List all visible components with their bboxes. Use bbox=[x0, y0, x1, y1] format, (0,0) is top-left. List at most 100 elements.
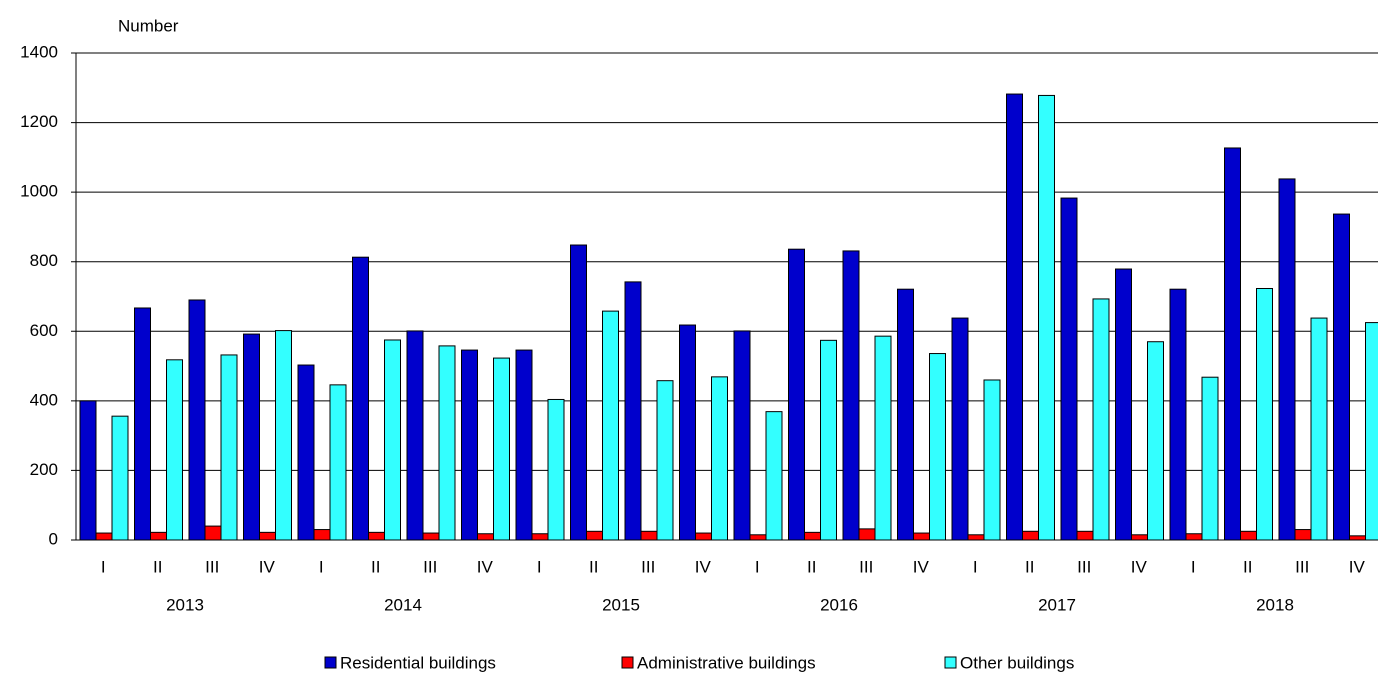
bar bbox=[1310, 317, 1328, 541]
y-tick-label: 1000 bbox=[20, 182, 58, 201]
x-tick-label: IV bbox=[259, 557, 276, 576]
x-tick-label: III bbox=[1295, 557, 1309, 576]
bar bbox=[150, 531, 167, 541]
bar bbox=[711, 376, 728, 541]
bar bbox=[1278, 178, 1296, 541]
bar bbox=[1060, 197, 1078, 541]
bar bbox=[1294, 529, 1312, 541]
x-tick-label: I bbox=[1191, 557, 1196, 576]
x-tick-label: I bbox=[755, 557, 760, 576]
x-tick-label: II bbox=[807, 557, 816, 576]
bar bbox=[1092, 298, 1110, 541]
bar bbox=[679, 324, 696, 541]
legend-swatch bbox=[944, 656, 957, 669]
x-tick-label: IV bbox=[1131, 557, 1148, 576]
bar bbox=[842, 250, 860, 541]
bar bbox=[188, 299, 206, 541]
bar bbox=[929, 353, 946, 541]
bar bbox=[79, 400, 97, 541]
legend-label: Residential buildings bbox=[340, 653, 496, 672]
bar bbox=[1349, 535, 1366, 541]
year-label: 2014 bbox=[384, 595, 422, 614]
bar bbox=[352, 256, 369, 541]
x-tick-label: I bbox=[973, 557, 978, 576]
bar bbox=[570, 244, 587, 541]
bar bbox=[1147, 341, 1164, 541]
x-tick-label: IV bbox=[913, 557, 930, 576]
bar bbox=[243, 333, 260, 541]
bar bbox=[602, 310, 619, 541]
bar bbox=[1038, 94, 1055, 541]
bar bbox=[1365, 322, 1378, 541]
y-tick-label: 0 bbox=[49, 529, 58, 548]
bar bbox=[1224, 147, 1241, 541]
bar bbox=[134, 307, 151, 541]
bar bbox=[1115, 268, 1132, 541]
bar bbox=[515, 349, 533, 541]
x-tick-label: III bbox=[205, 557, 219, 576]
year-label: 2013 bbox=[166, 595, 204, 614]
bar bbox=[1256, 287, 1273, 541]
bar bbox=[695, 532, 712, 541]
bar bbox=[874, 335, 892, 541]
bar bbox=[983, 379, 1001, 541]
bar bbox=[1169, 288, 1187, 541]
x-tick-label: II bbox=[1025, 557, 1034, 576]
bar bbox=[422, 532, 440, 541]
x-tick-label: III bbox=[859, 557, 873, 576]
bar bbox=[804, 531, 821, 541]
x-tick-label: IV bbox=[1349, 557, 1366, 576]
bar bbox=[733, 330, 751, 541]
bar bbox=[547, 398, 565, 541]
x-tick-label: I bbox=[101, 557, 106, 576]
y-tick-label: 1400 bbox=[20, 42, 58, 61]
bar bbox=[368, 531, 385, 541]
bar bbox=[493, 357, 510, 541]
bar bbox=[951, 317, 969, 541]
year-label: 2015 bbox=[602, 595, 640, 614]
year-label: 2016 bbox=[820, 595, 858, 614]
bar bbox=[765, 411, 783, 541]
x-tick-label: II bbox=[589, 557, 598, 576]
bar bbox=[384, 339, 401, 541]
legend-label: Other buildings bbox=[960, 653, 1074, 672]
bar bbox=[749, 534, 767, 541]
bar bbox=[531, 533, 549, 541]
bar bbox=[967, 534, 985, 541]
bar bbox=[897, 288, 914, 541]
bar bbox=[329, 384, 347, 541]
bar bbox=[477, 533, 494, 541]
bar bbox=[788, 248, 805, 541]
x-tick-label: III bbox=[423, 557, 437, 576]
y-tick-label: 200 bbox=[30, 460, 58, 479]
year-label: 2017 bbox=[1038, 595, 1076, 614]
y-tick-label: 800 bbox=[30, 251, 58, 270]
bar bbox=[297, 364, 315, 541]
bar bbox=[586, 530, 603, 541]
bar bbox=[313, 529, 331, 541]
x-tick-label: I bbox=[537, 557, 542, 576]
x-tick-label: III bbox=[1077, 557, 1091, 576]
x-tick-label: IV bbox=[695, 557, 712, 576]
y-axis-label: Number bbox=[118, 16, 179, 35]
bar bbox=[640, 530, 658, 541]
bar bbox=[858, 528, 876, 541]
bar bbox=[259, 531, 276, 541]
x-tick-label: II bbox=[1243, 557, 1252, 576]
bar bbox=[624, 281, 642, 541]
bar bbox=[656, 380, 674, 541]
bar bbox=[461, 349, 478, 541]
y-tick-label: 1200 bbox=[20, 112, 58, 131]
x-tick-label: III bbox=[641, 557, 655, 576]
bar bbox=[913, 532, 930, 541]
bar bbox=[406, 330, 424, 541]
y-tick-label: 400 bbox=[30, 390, 58, 409]
bar bbox=[220, 354, 238, 541]
bar bbox=[438, 345, 456, 541]
legend-label: Administrative buildings bbox=[637, 653, 816, 672]
x-tick-label: II bbox=[153, 557, 162, 576]
bar bbox=[820, 339, 837, 541]
year-label: 2018 bbox=[1256, 595, 1294, 614]
bar bbox=[1240, 530, 1257, 541]
